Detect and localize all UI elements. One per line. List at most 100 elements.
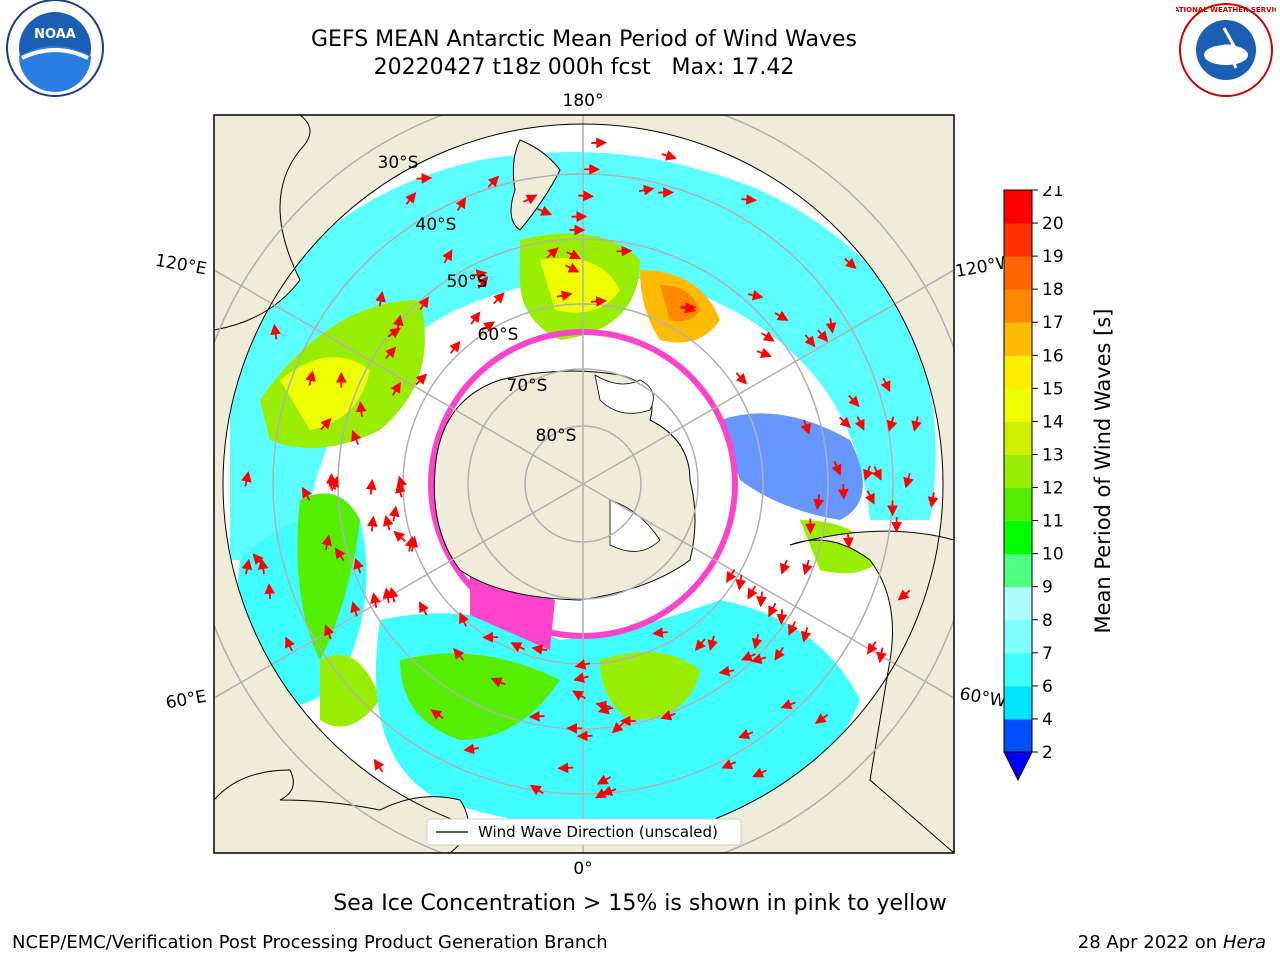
wind-wave-arrow (597, 703, 614, 715)
wind-wave-arrow (325, 473, 337, 489)
nws-logo: NATIONAL WEATHER SERVICE (1176, 3, 1276, 97)
wind-wave-arrow (844, 257, 857, 270)
wind-wave-arrow (285, 636, 295, 652)
footer-right: 28 Apr 2022 on Hera (1078, 932, 1266, 953)
colorbar-tick-label: 11 (1042, 512, 1064, 532)
colorbar-segment (1004, 718, 1032, 753)
wind-wave-arrow (880, 377, 891, 393)
wind-wave-arrow (355, 400, 367, 417)
colorbar-tick-label: 21 (1042, 186, 1064, 201)
wind-wave-arrow (591, 137, 608, 149)
wind-wave-arrow (557, 762, 574, 774)
lon-label-0: 0° (573, 859, 592, 879)
wind-wave-arrow (903, 473, 914, 489)
footer-host: Hera (1222, 932, 1266, 953)
wind-wave-arrow (459, 612, 469, 627)
wind-wave-arrow (726, 569, 737, 583)
wind-wave-arrow (721, 759, 737, 770)
colorbar-segment (1004, 256, 1032, 290)
colorbar-tick-label: 15 (1042, 379, 1064, 399)
wind-wave-arrow (366, 515, 378, 532)
lat-label-70s: 70°S (507, 376, 548, 396)
wind-wave-arrow (616, 245, 633, 257)
wind-wave-arrow (661, 150, 677, 161)
wind-wave-arrow (529, 784, 544, 796)
wind-wave-arrow (353, 557, 364, 574)
wind-wave-arrow (776, 609, 788, 626)
colorbar-segment (1004, 685, 1032, 720)
lon-label-120e: 120°E (154, 251, 208, 280)
colorbar-tick-label: 7 (1042, 644, 1053, 664)
wind-wave-arrow (407, 535, 419, 552)
wind-wave-arrow (574, 659, 591, 670)
wind-wave-arrow (800, 419, 811, 435)
colorbar-label: Mean Period of Wind Waves [s] (1091, 309, 1115, 634)
wind-wave-arrow (405, 192, 417, 205)
wind-wave-arrow (740, 651, 756, 661)
colorbar-under-triangle (1003, 751, 1033, 782)
wind-wave-arrow (252, 553, 264, 566)
wind-wave-arrow (735, 372, 748, 385)
wind-wave-arrow (571, 690, 587, 701)
lon-label-180: 180° (563, 91, 604, 111)
wind-wave-arrow (660, 710, 676, 721)
wind-wave-arrow (886, 416, 898, 432)
wind-wave-arrow (453, 647, 465, 661)
map-legend: Wind Wave Direction (unscaled) (426, 818, 742, 846)
wind-wave-arrow (735, 574, 747, 591)
wind-wave-arrow (638, 184, 655, 196)
wind-wave-arrow (863, 465, 874, 481)
wind-wave-arrow (463, 743, 479, 755)
colorbar-segment (1004, 355, 1032, 389)
wind-wave-arrow (393, 314, 404, 331)
wind-wave-arrow (774, 647, 785, 661)
wind-wave-arrow (481, 321, 496, 332)
colorbar-segment (1004, 421, 1032, 455)
wind-wave-arrow (395, 482, 406, 498)
wind-wave-arrows (241, 137, 939, 799)
wind-wave-arrow (800, 627, 812, 643)
wind-wave-arrow (334, 547, 346, 562)
wind-wave-arrow (825, 317, 837, 334)
colorbar-segment (1004, 190, 1032, 224)
africa-land (214, 769, 469, 853)
wind-wave-arrow (897, 589, 911, 601)
chart-subtitle: 20220427 t18z 000h fcst Max: 17.42 (373, 55, 795, 80)
colorbar-frame (1003, 189, 1033, 753)
wind-wave-arrow (390, 381, 401, 396)
wind-wave-arrow (578, 190, 595, 202)
wind-wave-arrow (324, 624, 335, 640)
wind-wave-arrow (442, 249, 453, 264)
wind-wave-arrow (537, 205, 553, 216)
colorbar-tick-label: 20 (1042, 214, 1064, 234)
wind-wave-arrow (927, 492, 939, 508)
wind-wave-arrow (813, 494, 824, 511)
wind-wave-arrow (528, 710, 545, 722)
wind-wave-arrow (591, 296, 607, 307)
new-zealand-land (510, 139, 561, 231)
colorbar-segment (1004, 586, 1032, 621)
lat-label-60s: 60°S (478, 325, 519, 345)
colorbar-segment (1004, 388, 1032, 422)
wind-wave-arrow (241, 558, 253, 575)
wind-wave-arrow (831, 460, 842, 476)
wind-wave-arrow (848, 394, 860, 408)
wind-wave-arrow (393, 530, 406, 543)
footer-date: 28 Apr 2022 on (1077, 932, 1223, 953)
wind-wave-arrow (573, 672, 589, 683)
wind-wave-arrow (596, 774, 611, 785)
wind-wave-arrow (430, 709, 444, 720)
wind-wave-arrow (531, 644, 548, 655)
wind-wave-arrow (652, 627, 668, 638)
wind-wave-arrow (241, 470, 252, 487)
wind-wave-arrow (523, 194, 538, 205)
colorbar-segment (1004, 520, 1032, 555)
wind-wave-arrow (365, 478, 377, 495)
lat-label-80s: 80°S (536, 426, 577, 446)
lat-label-30s: 30°S (378, 153, 419, 173)
lat-label-50s: 50°S (447, 272, 488, 292)
australia-land (214, 115, 311, 331)
wind-wave-arrow (871, 466, 882, 481)
wind-wave-arrow (611, 722, 625, 734)
